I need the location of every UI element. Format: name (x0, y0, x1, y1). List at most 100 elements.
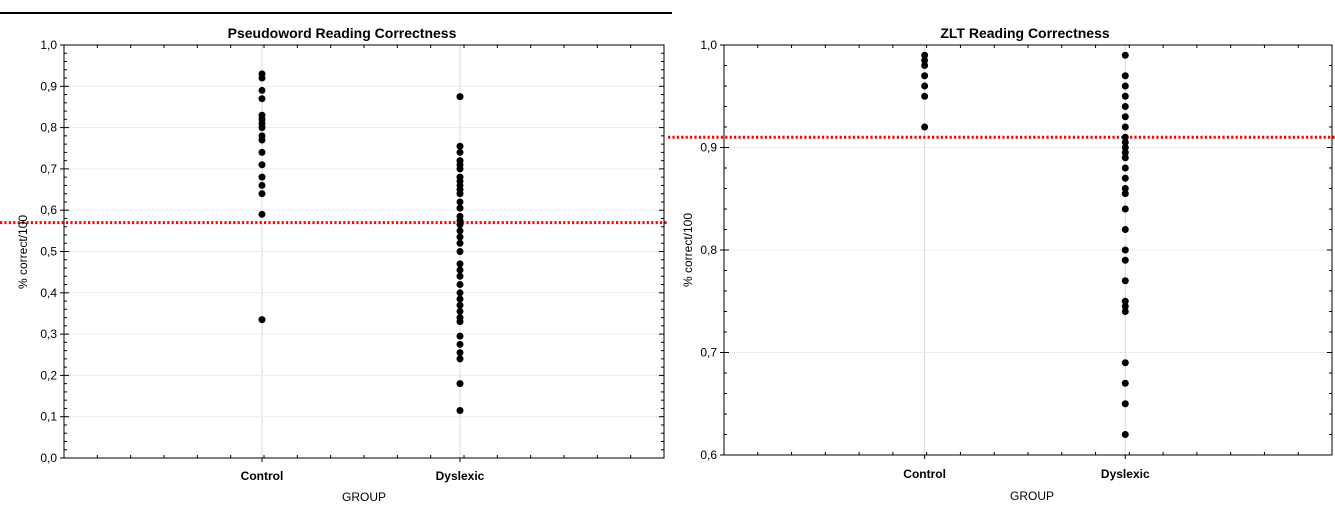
data-point (1121, 190, 1129, 198)
data-point (456, 248, 464, 255)
y-tick-label: 0,1 (40, 410, 57, 424)
data-point (456, 355, 464, 363)
data-point (456, 198, 464, 206)
category-label: Dyslexic (1101, 467, 1150, 481)
y-tick-label: 0,8 (40, 121, 57, 135)
data-point (1121, 82, 1129, 90)
data-point (258, 74, 266, 82)
pseudoword-chart: Pseudoword Reading Correctness 0,0 0,1 0,2 0… (0, 25, 667, 504)
data-point (456, 266, 464, 274)
y-tick-label: 0,2 (40, 368, 57, 382)
data-point (1121, 205, 1129, 213)
data-point (456, 289, 464, 297)
y-tick-label: 0,9 (40, 79, 57, 93)
data-point (258, 210, 266, 218)
y-tick-label: 0,3 (40, 327, 57, 341)
data-point (1121, 297, 1129, 305)
plot-frame (63, 44, 665, 459)
data-point (1121, 174, 1129, 182)
data-point (456, 407, 464, 415)
data-point (921, 56, 929, 64)
category-label: Control (241, 469, 284, 483)
data-point (456, 260, 464, 268)
data-point (456, 221, 464, 229)
chart-title: ZLT Reading Correctness (940, 25, 1110, 41)
y-tick-label: 0,0 (40, 451, 57, 465)
y-tick-label: 0,7 (40, 162, 57, 176)
data-point (456, 239, 464, 247)
data-point (258, 86, 266, 94)
data-point (1121, 400, 1129, 408)
data-point (1121, 103, 1129, 110)
data-point (456, 281, 464, 289)
data-point (921, 51, 929, 59)
y-axis-label: % correct/100 (16, 215, 30, 289)
data-point (1121, 113, 1129, 121)
data-point (258, 173, 266, 181)
data-point (258, 148, 266, 156)
data-point (1121, 51, 1129, 59)
category-label: Dyslexic (436, 469, 485, 483)
data-point (258, 136, 266, 144)
data-point (456, 227, 464, 235)
data-point (1121, 92, 1129, 100)
data-point (1121, 246, 1129, 254)
data-point (921, 62, 929, 69)
y-tick-label: 0,5 (40, 245, 57, 259)
data-point (456, 307, 464, 315)
x-axis-label: GROUP (1010, 489, 1054, 503)
y-tick-label: 1,0 (40, 38, 57, 52)
data-point (456, 295, 464, 303)
data-point (258, 95, 266, 103)
data-point (456, 340, 464, 348)
data-point (1121, 431, 1129, 438)
plot-frame (723, 44, 1333, 456)
data-point (1121, 149, 1129, 157)
data-point (921, 123, 929, 131)
y-tick-label: 0,8 (700, 243, 717, 257)
data-point (1121, 138, 1129, 146)
data-point (1121, 302, 1129, 310)
y-tick-label: 0,6 (40, 203, 57, 217)
x-axis-label: GROUP (342, 490, 386, 504)
data-point (1121, 277, 1129, 285)
data-point (456, 349, 464, 357)
data-point (1121, 185, 1129, 192)
data-point (456, 204, 464, 212)
y-tick-label: 1,0 (700, 38, 717, 52)
y-axis-label: % correct/100 (681, 213, 695, 287)
data-point (456, 318, 464, 326)
y-tick-label: 0,7 (700, 346, 717, 360)
data-point (921, 92, 929, 100)
data-point (921, 72, 929, 80)
data-point (456, 93, 464, 101)
data-point (456, 301, 464, 309)
data-point (456, 190, 464, 198)
data-point (456, 148, 464, 156)
data-point (1121, 133, 1129, 141)
y-tick-label: 0,6 (700, 448, 717, 462)
data-point (456, 332, 464, 340)
data-point (1121, 123, 1129, 131)
data-point (1121, 164, 1129, 172)
data-point (1121, 72, 1129, 80)
data-point (258, 161, 266, 169)
top-rule (0, 12, 672, 14)
data-point (1121, 359, 1129, 367)
data-point (258, 190, 266, 198)
y-tick-label: 0,9 (700, 141, 717, 155)
data-point (1121, 308, 1129, 315)
data-point (456, 165, 464, 173)
category-label: Control (903, 467, 946, 481)
data-point (921, 82, 929, 90)
data-point (1121, 154, 1129, 162)
data-point (258, 124, 266, 132)
y-tick-label: 0,4 (40, 286, 57, 300)
data-point (1121, 144, 1129, 151)
chart-title: Pseudoword Reading Correctness (228, 25, 457, 41)
zlt-chart: ZLT Reading Correctness 0,6 0,7 0,8 0,9 1,0 Co… (668, 25, 1335, 503)
data-point (456, 233, 464, 241)
data-point (1121, 256, 1129, 264)
data-point (456, 380, 464, 388)
data-point (456, 272, 464, 280)
